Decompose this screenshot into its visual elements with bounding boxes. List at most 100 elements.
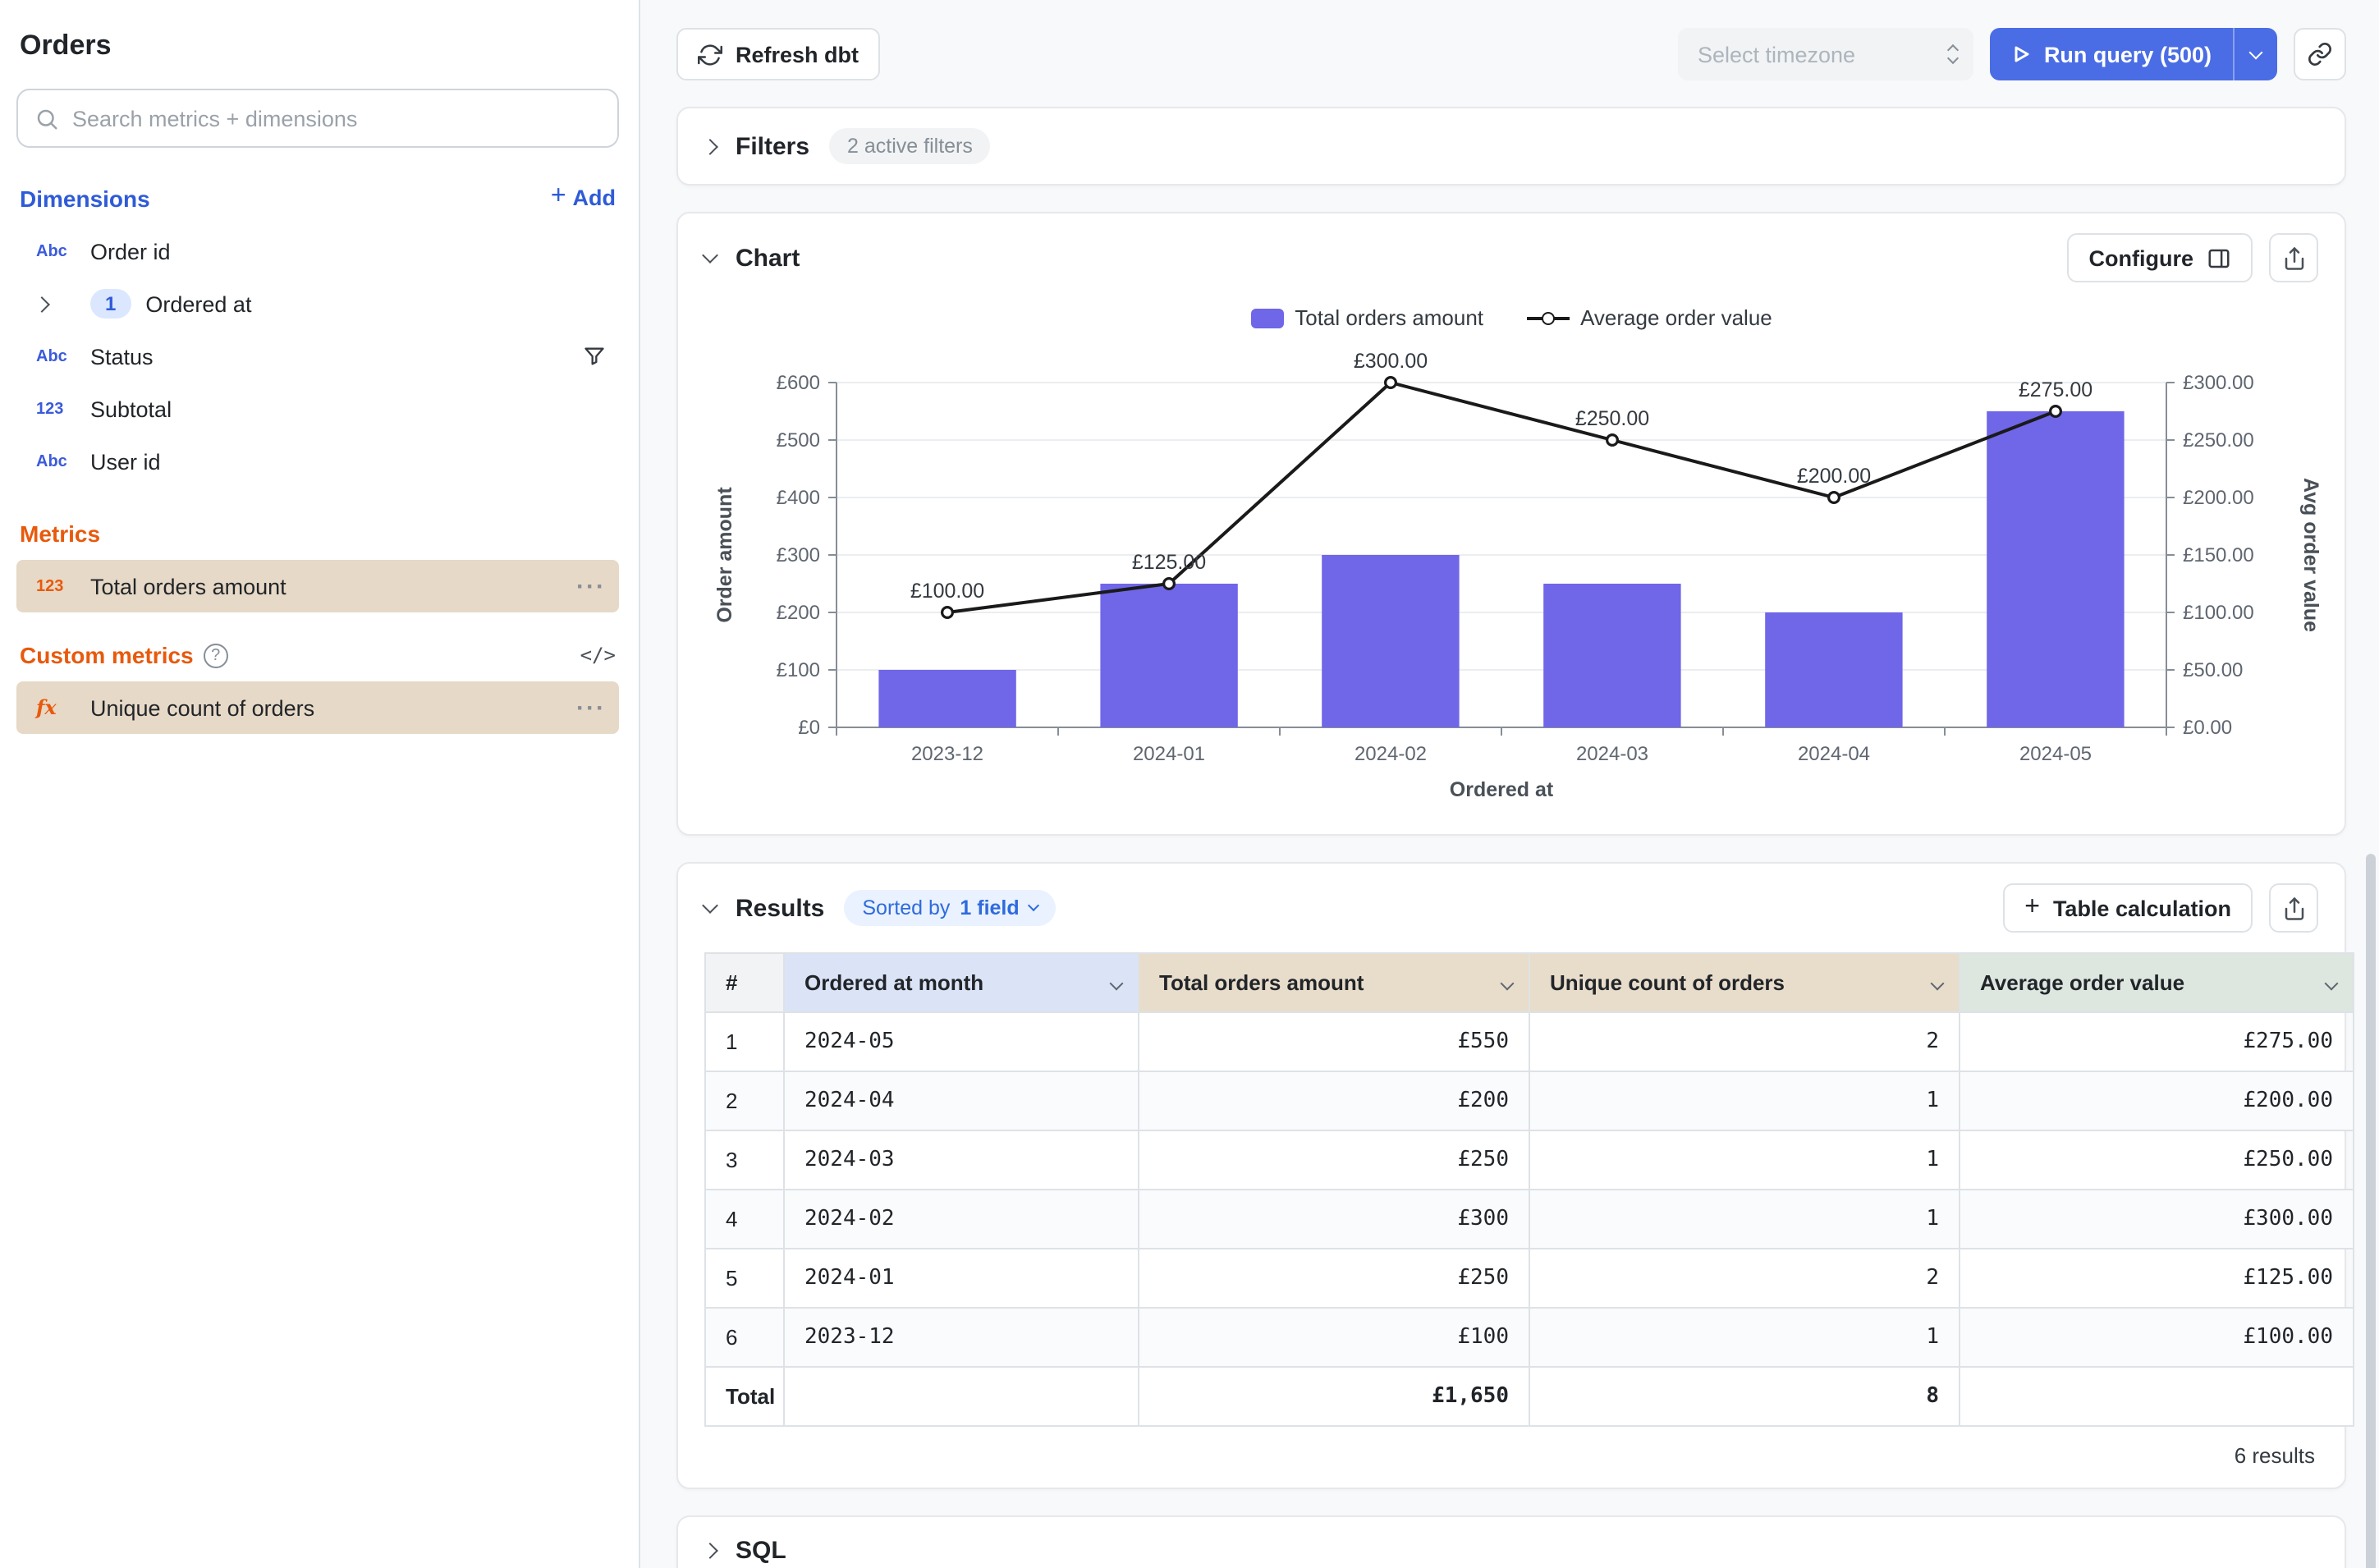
string-type-icon: Abc	[36, 347, 67, 365]
chevron-down-icon[interactable]	[702, 247, 718, 264]
table-total-row: Total £1,650 8	[704, 1366, 2354, 1427]
code-icon[interactable]: </>	[580, 644, 616, 667]
svg-text:2024-01: 2024-01	[1133, 743, 1205, 765]
chevron-down-icon[interactable]	[1930, 976, 1945, 991]
svg-text:2024-05: 2024-05	[2019, 743, 2092, 765]
sidebar-item-unique-count-of-orders[interactable]: fx Unique count of orders ···	[16, 681, 619, 734]
page-title: Orders	[20, 30, 112, 61]
table-cell[interactable]: 4	[704, 1189, 785, 1249]
configure-button[interactable]: Configure	[2067, 233, 2253, 282]
table-cell[interactable]: £250.00	[1959, 1130, 2354, 1190]
svg-text:Avg order value: Avg order value	[2299, 478, 2322, 632]
chevron-down-icon[interactable]	[2324, 976, 2339, 991]
sidebar-item-user-id[interactable]: Abc User id	[16, 435, 619, 488]
table-cell[interactable]: 2024-03	[783, 1130, 1139, 1190]
search-icon	[34, 106, 59, 131]
run-query-dropdown[interactable]	[2233, 28, 2277, 80]
timezone-select[interactable]: Select timezone	[1677, 28, 1973, 80]
table-cell[interactable]: 5	[704, 1248, 785, 1309]
table-cell[interactable]: 2	[704, 1071, 785, 1131]
svg-text:2024-02: 2024-02	[1355, 743, 1427, 765]
table-cell[interactable]: £200	[1138, 1071, 1530, 1131]
table-cell[interactable]: 2	[1529, 1011, 1960, 1072]
sorted-by-badge[interactable]: Sorted by 1 field	[844, 890, 1056, 926]
table-cell[interactable]: £550	[1138, 1011, 1530, 1072]
item-menu-icon[interactable]: ···	[576, 572, 606, 600]
results-card: Results Sorted by 1 field + Table calcul…	[676, 862, 2354, 1489]
chevron-down-icon[interactable]	[702, 897, 718, 914]
column-header-[interactable]: #	[704, 952, 785, 1013]
search-box[interactable]	[16, 89, 619, 148]
table-cell[interactable]: 3	[704, 1130, 785, 1190]
table-cell[interactable]: Total	[704, 1366, 785, 1427]
sidebar-item-subtotal[interactable]: 123 Subtotal	[16, 383, 619, 435]
table-cell[interactable]: £200.00	[1959, 1071, 2354, 1131]
sidebar-item-total-orders-amount[interactable]: 123 Total orders amount ···	[16, 560, 619, 612]
table-cell[interactable]: 2023-12	[783, 1307, 1139, 1368]
table-cell[interactable]: 2024-01	[783, 1248, 1139, 1309]
combo-chart[interactable]: £0 £0.00 £100 £50.00 £200 £100.00 £300 £150.00 £…	[691, 337, 2331, 816]
table-cell[interactable]: £275.00	[1959, 1011, 2354, 1072]
svg-text:£200: £200	[777, 602, 820, 624]
table-calculation-button[interactable]: + Table calculation	[2003, 883, 2253, 933]
sidebar-item-order-id[interactable]: Abc Order id	[16, 225, 619, 277]
table-cell[interactable]: 6	[704, 1307, 785, 1368]
table-cell[interactable]	[1959, 1366, 2354, 1427]
column-header-total-orders-amount[interactable]: Total orders amount	[1138, 952, 1530, 1013]
share-link-button[interactable]	[2294, 28, 2346, 80]
table-cell[interactable]	[783, 1366, 1139, 1427]
table-cell[interactable]: £300.00	[1959, 1189, 2354, 1249]
table-cell[interactable]: 2024-04	[783, 1071, 1139, 1131]
chevron-down-icon[interactable]	[1109, 976, 1124, 991]
export-chart-button[interactable]	[2269, 233, 2318, 282]
string-type-icon: Abc	[36, 452, 67, 470]
table-cell[interactable]: 2024-05	[783, 1011, 1139, 1072]
share-icon	[2281, 245, 2306, 270]
search-input[interactable]	[72, 106, 601, 131]
chevron-right-icon[interactable]	[702, 138, 718, 154]
table-cell[interactable]: 2024-02	[783, 1189, 1139, 1249]
table-cell[interactable]: £1,650	[1138, 1366, 1530, 1427]
table-cell[interactable]: £250	[1138, 1130, 1530, 1190]
scrollbar[interactable]	[2366, 854, 2376, 1568]
toolbar: Refresh dbt Select timezone Run query (5…	[676, 28, 2346, 80]
table-cell[interactable]: 1	[1529, 1130, 1960, 1190]
chevron-down-icon[interactable]	[1500, 976, 1515, 991]
add-dimension-button[interactable]: + Add	[550, 182, 616, 210]
export-results-button[interactable]	[2269, 883, 2318, 933]
chart-plot-area[interactable]: £0 £0.00 £100 £50.00 £200 £100.00 £300 £150.00 £…	[678, 337, 2345, 834]
filter-icon[interactable]	[583, 345, 606, 368]
chevron-right-icon[interactable]	[702, 1543, 718, 1559]
filters-header[interactable]: Filters 2 active filters	[678, 108, 2345, 184]
custom-metrics-header: Custom metrics	[20, 642, 194, 668]
table-cell[interactable]: £100	[1138, 1307, 1530, 1368]
legend-item-bar[interactable]: Total orders amount	[1250, 305, 1483, 330]
column-header-unique-count-of-orders[interactable]: Unique count of orders	[1529, 952, 1960, 1013]
table-cell[interactable]: 1	[704, 1011, 785, 1072]
table-cell[interactable]: 1	[1529, 1071, 1960, 1131]
expand-chevron-icon[interactable]	[34, 296, 76, 312]
sidebar-item-label: Status	[90, 344, 154, 369]
table-cell[interactable]: 2	[1529, 1248, 1960, 1309]
run-query-button[interactable]: Run query (500)	[1989, 28, 2277, 80]
sidebar-item-ordered-at[interactable]: 1 Ordered at	[16, 277, 619, 330]
table-cell[interactable]: 1	[1529, 1307, 1960, 1368]
table-cell[interactable]: 1	[1529, 1189, 1960, 1249]
table-cell[interactable]: £125.00	[1959, 1248, 2354, 1309]
table-cell[interactable]: £100.00	[1959, 1307, 2354, 1368]
svg-text:£100.00: £100.00	[2183, 602, 2254, 624]
string-type-icon: Abc	[36, 242, 67, 260]
table-cell[interactable]: 8	[1529, 1366, 1960, 1427]
column-header-average-order-value[interactable]: Average order value	[1959, 952, 2354, 1013]
column-header-ordered-at-month[interactable]: Ordered at month	[783, 952, 1139, 1013]
help-icon[interactable]: ?	[203, 643, 228, 667]
item-menu-icon[interactable]: ···	[576, 694, 606, 722]
table-cell[interactable]: £250	[1138, 1248, 1530, 1309]
refresh-dbt-button[interactable]: Refresh dbt	[676, 28, 881, 80]
legend-item-line[interactable]: Average order value	[1526, 305, 1772, 330]
sidebar-item-status[interactable]: Abc Status	[16, 330, 619, 383]
table-cell[interactable]: £300	[1138, 1189, 1530, 1249]
sql-header[interactable]: SQL	[678, 1517, 2345, 1568]
number-type-icon: 123	[36, 400, 64, 418]
sql-card: SQL	[676, 1515, 2346, 1568]
